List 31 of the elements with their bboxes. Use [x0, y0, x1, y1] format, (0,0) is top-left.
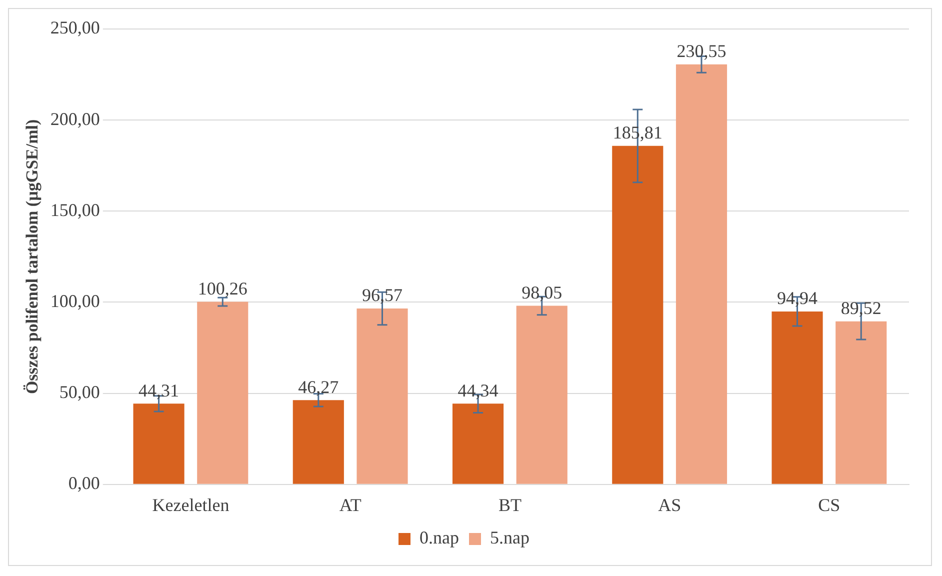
y-axis-title: Összes polifenol tartalom (µgGSE/ml) [22, 119, 42, 394]
data-label: 230,55 [676, 41, 726, 62]
data-label: 94,94 [777, 288, 818, 308]
x-tick-label: BT [498, 494, 522, 515]
y-tick-label: 250,00 [50, 18, 100, 38]
bar [516, 306, 568, 484]
bar [452, 404, 504, 484]
y-tick-label: 200,00 [50, 108, 100, 129]
x-tick-label: CS [818, 494, 840, 515]
bar [836, 321, 887, 484]
data-label: 46,27 [298, 376, 339, 397]
bar [197, 302, 248, 484]
x-tick-label: AS [658, 494, 682, 515]
y-tick-label: 0,00 [68, 473, 100, 494]
legend-label: 0.nap [420, 528, 460, 548]
y-tick-label: 50,00 [59, 382, 100, 402]
bar [292, 400, 344, 484]
data-label: 44,34 [458, 380, 498, 400]
data-label: 98,05 [522, 282, 562, 303]
legend-label: 5.nap [490, 528, 530, 548]
bar [612, 146, 664, 484]
x-tick-label: Kezeletlen [152, 494, 230, 515]
bar [676, 64, 728, 484]
y-tick-label: 100,00 [50, 290, 100, 311]
x-tick-label: AT [339, 494, 362, 515]
bar [356, 308, 408, 484]
y-tick-label: 150,00 [50, 200, 100, 220]
bar [133, 404, 184, 484]
data-label: 44,31 [138, 380, 180, 400]
bar [772, 311, 823, 484]
data-label: 100,26 [198, 278, 248, 298]
